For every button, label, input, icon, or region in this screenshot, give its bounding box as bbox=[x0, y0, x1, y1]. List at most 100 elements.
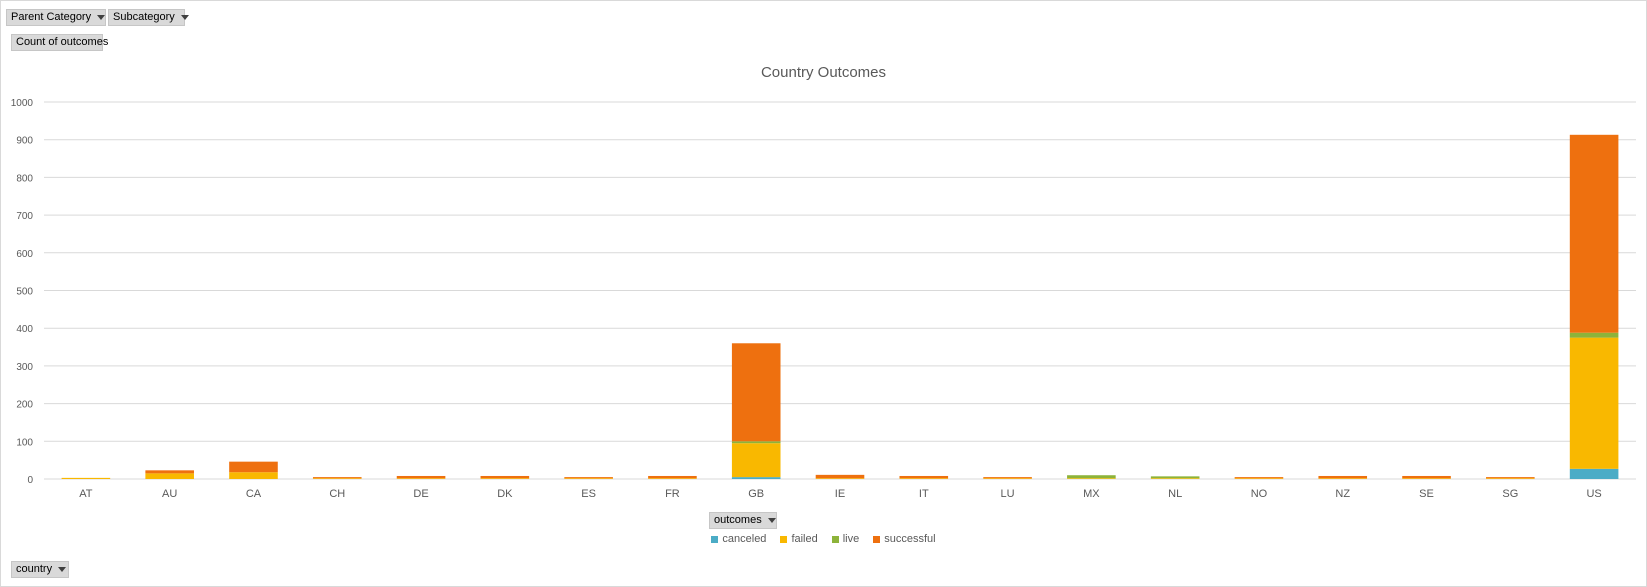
legend-field-label: outcomes bbox=[714, 514, 762, 526]
bar-LU-successful[interactable] bbox=[983, 477, 1032, 479]
bar-SG-successful[interactable] bbox=[1486, 477, 1535, 479]
bar-US-failed[interactable] bbox=[1569, 337, 1619, 469]
legend-swatch bbox=[873, 535, 881, 543]
y-tick-label: 500 bbox=[16, 287, 33, 298]
bar-NO-successful[interactable] bbox=[1234, 477, 1284, 479]
dropdown-arrow-icon bbox=[97, 15, 106, 20]
subcategory-filter-button[interactable]: Subcategory bbox=[108, 9, 189, 26]
legend-label: live bbox=[842, 533, 860, 545]
bar-LU-failed[interactable] bbox=[983, 478, 1032, 479]
x-tick-label: AT bbox=[79, 488, 93, 500]
x-axis-ticks: AT AU CA CH DE DK ES FR GB IE IT LU MX NL NO NZ SE SG US bbox=[79, 488, 1601, 500]
bar-DK-failed[interactable] bbox=[480, 478, 530, 479]
value-field-button[interactable]: Count of outcomes bbox=[11, 34, 108, 51]
parent-category-filter-button[interactable]: Parent Category bbox=[6, 9, 120, 26]
bar-GB-live[interactable] bbox=[731, 441, 781, 444]
bar-DE-failed[interactable] bbox=[396, 478, 446, 479]
x-tick-label: FR bbox=[665, 488, 680, 500]
x-tick-label: SE bbox=[1419, 488, 1434, 500]
x-tick-label: US bbox=[1586, 488, 1601, 500]
legend-label: canceled bbox=[722, 533, 767, 545]
bar-IE-failed[interactable] bbox=[815, 478, 865, 479]
x-tick-label: AU bbox=[162, 488, 177, 500]
outcomes-legend-field-button[interactable]: outcomes bbox=[709, 512, 777, 529]
bar-CH-failed[interactable] bbox=[312, 478, 362, 479]
bar-SE-successful[interactable] bbox=[1402, 475, 1451, 479]
bar-NZ-successful[interactable] bbox=[1318, 475, 1368, 479]
bar-AU-successful[interactable] bbox=[145, 470, 194, 474]
x-tick-label: NO bbox=[1251, 488, 1268, 500]
bar-US-canceled[interactable] bbox=[1569, 468, 1619, 479]
x-tick-label: NL bbox=[1168, 488, 1182, 500]
bar-GB-canceled[interactable] bbox=[731, 477, 781, 479]
bar-MX-live[interactable] bbox=[1067, 475, 1116, 479]
y-tick-label: 600 bbox=[16, 249, 33, 260]
legend-swatch bbox=[711, 535, 719, 543]
y-tick-label: 100 bbox=[16, 437, 33, 448]
x-tick-label: GB bbox=[748, 488, 764, 500]
bar-GB-failed[interactable] bbox=[731, 443, 781, 478]
bar-SE-failed[interactable] bbox=[1402, 478, 1451, 479]
x-tick-label: IE bbox=[835, 488, 845, 500]
legend-label: failed bbox=[791, 533, 818, 545]
dropdown-arrow-icon bbox=[767, 518, 776, 523]
bar-MX-failed[interactable] bbox=[1067, 478, 1116, 479]
dropdown-arrow-icon bbox=[58, 567, 67, 572]
bar-DE-successful[interactable] bbox=[396, 475, 446, 479]
legend-item-canceled[interactable]: canceled bbox=[711, 533, 766, 545]
x-tick-label: DE bbox=[413, 488, 428, 500]
x-tick-label: SG bbox=[1502, 488, 1518, 500]
bar-FR-failed[interactable] bbox=[648, 478, 697, 479]
bar-NL-live[interactable] bbox=[1150, 476, 1200, 479]
bar-NZ-failed[interactable] bbox=[1318, 478, 1368, 479]
legend-item-failed[interactable]: failed bbox=[780, 533, 818, 545]
legend-swatch bbox=[780, 535, 788, 543]
bar-NL-failed[interactable] bbox=[1150, 478, 1200, 479]
bar-GB-successful[interactable] bbox=[731, 343, 781, 442]
bars bbox=[61, 134, 1619, 479]
y-tick-label: 700 bbox=[16, 211, 33, 222]
chart-title: Country Outcomes bbox=[760, 64, 887, 81]
bar-CA-failed[interactable] bbox=[229, 472, 278, 479]
x-tick-label: ES bbox=[581, 488, 596, 500]
bar-DK-successful[interactable] bbox=[480, 475, 530, 479]
country-axis-field-button[interactable]: country bbox=[11, 561, 69, 578]
legend-label: successful bbox=[884, 533, 936, 545]
x-tick-label: DK bbox=[497, 488, 513, 500]
bar-FR-successful[interactable] bbox=[648, 475, 697, 479]
bar-SG-failed[interactable] bbox=[1486, 478, 1535, 479]
bar-CA-successful[interactable] bbox=[229, 461, 278, 473]
bar-NO-failed[interactable] bbox=[1234, 478, 1284, 479]
bar-CH-successful[interactable] bbox=[312, 477, 362, 479]
x-tick-label: NZ bbox=[1335, 488, 1350, 500]
bar-US-successful[interactable] bbox=[1569, 134, 1619, 333]
y-tick-label: 300 bbox=[16, 362, 33, 373]
axis-field-label: country bbox=[16, 563, 53, 575]
bar-ES-successful[interactable] bbox=[564, 477, 613, 479]
legend-item-live[interactable]: live bbox=[831, 533, 860, 545]
parent-category-label: Parent Category bbox=[11, 11, 92, 23]
y-tick-label: 900 bbox=[16, 136, 33, 147]
gridlines bbox=[44, 101, 1636, 480]
chart-legend: canceled failed live successful bbox=[0, 533, 1647, 545]
x-tick-label: CA bbox=[246, 488, 262, 500]
bar-ES-failed[interactable] bbox=[564, 478, 613, 479]
subcategory-label: Subcategory bbox=[113, 11, 175, 23]
x-tick-label: CH bbox=[329, 488, 345, 500]
value-field-label: Count of outcomes bbox=[16, 36, 109, 48]
bar-AT-failed[interactable] bbox=[61, 477, 111, 479]
bar-IE-successful[interactable] bbox=[815, 474, 865, 479]
y-tick-label: 1000 bbox=[11, 98, 34, 109]
bar-IT-successful[interactable] bbox=[899, 475, 949, 479]
legend-item-successful[interactable]: successful bbox=[873, 533, 936, 545]
x-tick-label: LU bbox=[1001, 488, 1015, 500]
bar-IT-failed[interactable] bbox=[899, 478, 949, 479]
dropdown-arrow-icon bbox=[180, 15, 189, 20]
y-tick-label: 0 bbox=[27, 475, 33, 486]
x-tick-label: MX bbox=[1083, 488, 1100, 500]
bar-AU-failed[interactable] bbox=[145, 473, 194, 479]
x-tick-label: IT bbox=[919, 488, 929, 500]
bar-US-live[interactable] bbox=[1569, 332, 1619, 338]
y-tick-label: 200 bbox=[16, 400, 33, 411]
